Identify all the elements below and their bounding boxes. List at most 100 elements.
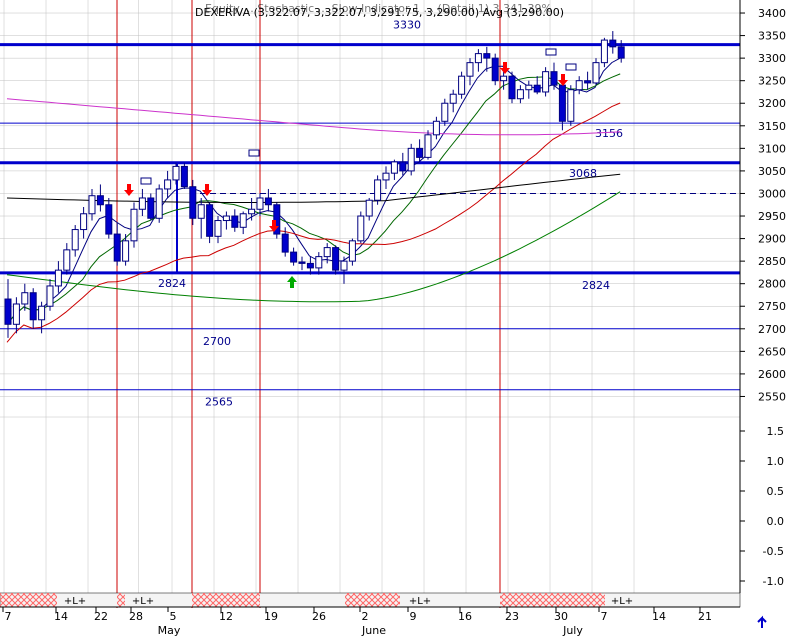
y-tick-label: 2600: [758, 368, 786, 381]
candle[interactable]: [340, 260, 348, 271]
x-tick-label: 9: [410, 610, 417, 623]
up-arrow-icon[interactable]: [757, 615, 767, 628]
y-tick-label: 2900: [758, 233, 786, 246]
candle[interactable]: [164, 179, 172, 190]
candle[interactable]: [407, 147, 415, 172]
candle[interactable]: [449, 93, 457, 104]
candle[interactable]: [348, 240, 356, 262]
candle[interactable]: [516, 89, 524, 100]
candle[interactable]: [609, 39, 617, 48]
candle[interactable]: [4, 298, 12, 325]
candle[interactable]: [500, 75, 508, 82]
level-label: 2700: [203, 335, 231, 348]
candle[interactable]: [21, 292, 29, 305]
candle[interactable]: [180, 165, 188, 188]
candle[interactable]: [264, 197, 272, 206]
candle[interactable]: [306, 262, 314, 269]
y-tick-label: 2750: [758, 300, 786, 313]
candle[interactable]: [71, 229, 79, 251]
candle[interactable]: [147, 197, 155, 219]
candle[interactable]: [138, 197, 146, 210]
candle[interactable]: [432, 120, 440, 136]
candle[interactable]: [508, 75, 516, 100]
candle[interactable]: [281, 233, 289, 253]
candles[interactable]: [4, 31, 625, 338]
candle[interactable]: [567, 89, 575, 122]
candle[interactable]: [63, 249, 71, 271]
event-lines: [116, 0, 501, 608]
candle[interactable]: [80, 213, 88, 231]
candle[interactable]: [248, 208, 256, 215]
candle[interactable]: [483, 53, 491, 59]
candle[interactable]: [399, 161, 407, 172]
candle[interactable]: [575, 80, 583, 91]
osc-tick-label: 0.0: [767, 515, 785, 528]
candle[interactable]: [491, 57, 499, 82]
month-label: May: [158, 624, 181, 636]
candle[interactable]: [273, 204, 281, 235]
candle[interactable]: [416, 147, 424, 158]
down-arrow-icon: [124, 184, 134, 196]
candle[interactable]: [600, 39, 608, 64]
candle[interactable]: [382, 172, 390, 181]
candle[interactable]: [113, 233, 121, 262]
y-tick-label: 3000: [758, 187, 786, 200]
candle[interactable]: [558, 84, 566, 122]
candle[interactable]: [130, 208, 138, 242]
candle[interactable]: [390, 161, 398, 174]
x-axis: +L+ +L+ +L+ +L+7 14 22 28 5 12 19 26 2 9 16 23 30 7 14 21M…: [0, 592, 767, 636]
candle[interactable]: [290, 251, 298, 263]
month-label: July: [562, 624, 583, 636]
candle[interactable]: [458, 75, 466, 95]
candle[interactable]: [189, 186, 197, 219]
y-tick-label: 3200: [758, 97, 786, 110]
candle[interactable]: [474, 53, 482, 64]
candle[interactable]: [38, 305, 46, 321]
candle[interactable]: [315, 256, 323, 269]
y-tick-label: 2950: [758, 210, 786, 223]
candle[interactable]: [46, 285, 54, 307]
candle[interactable]: [466, 62, 474, 77]
band-mark: +L+: [611, 596, 633, 607]
candle[interactable]: [332, 247, 340, 271]
candle[interactable]: [592, 62, 600, 84]
candle[interactable]: [256, 197, 264, 210]
candle[interactable]: [222, 215, 230, 222]
marker-box: [140, 177, 152, 185]
candle[interactable]: [542, 71, 550, 93]
candle[interactable]: [88, 195, 96, 215]
candle[interactable]: [239, 213, 247, 228]
candle[interactable]: [29, 292, 37, 321]
candle[interactable]: [525, 84, 533, 91]
candle[interactable]: [214, 220, 222, 237]
candle[interactable]: [96, 195, 104, 206]
candle[interactable]: [550, 71, 558, 86]
candle[interactable]: [231, 215, 239, 228]
band-mark: +L+: [132, 596, 154, 607]
candle[interactable]: [374, 179, 382, 201]
candle[interactable]: [298, 261, 306, 264]
x-tick-label: 2: [362, 610, 369, 623]
candle[interactable]: [424, 134, 432, 158]
marker-box: [565, 63, 577, 71]
candle[interactable]: [323, 247, 331, 258]
candle[interactable]: [54, 269, 62, 287]
candle[interactable]: [357, 215, 365, 242]
candle[interactable]: [365, 199, 373, 217]
y-tick-label: 2550: [758, 390, 786, 403]
candle[interactable]: [12, 303, 20, 325]
candle[interactable]: [584, 80, 592, 84]
y-tick-label: 2800: [758, 278, 786, 291]
candle[interactable]: [197, 204, 205, 219]
candle[interactable]: [105, 204, 113, 235]
candle[interactable]: [533, 84, 541, 93]
candle[interactable]: [617, 46, 625, 59]
marker-box: [248, 149, 260, 157]
candle[interactable]: [206, 204, 214, 237]
candle[interactable]: [441, 102, 449, 122]
candle[interactable]: [172, 165, 180, 181]
candle[interactable]: [155, 188, 163, 219]
candle[interactable]: [122, 240, 130, 262]
x-tick-label: 14: [652, 610, 666, 623]
